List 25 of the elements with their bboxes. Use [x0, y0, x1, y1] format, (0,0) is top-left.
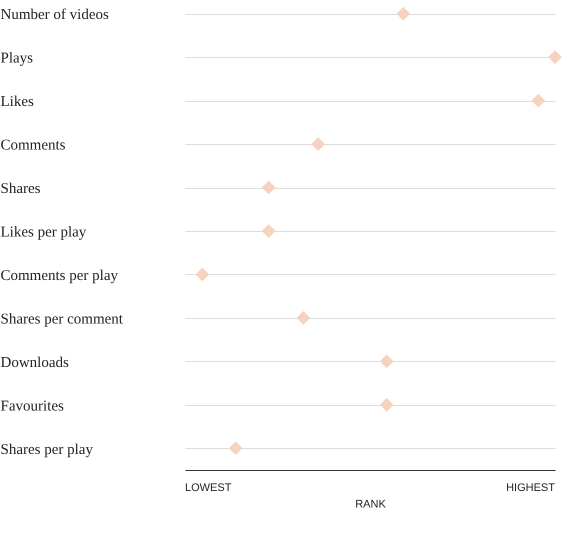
- y-tick-label: Favourites: [0, 398, 64, 414]
- point: [296, 311, 310, 325]
- y-tick-label: Likes: [0, 94, 34, 110]
- text: LOWEST: [185, 482, 232, 494]
- y-tick-label: Shares: [0, 181, 41, 198]
- y-tick-label: Number of videos: [0, 7, 109, 24]
- point: [311, 137, 326, 151]
- y-tick-label: Likes per play: [0, 224, 87, 240]
- point: [262, 224, 276, 238]
- point: [262, 180, 276, 194]
- point: [228, 441, 243, 456]
- text: HIGHEST: [506, 482, 556, 494]
- point: [380, 354, 394, 368]
- point: [380, 398, 394, 412]
- y-tick-label: Plays: [0, 50, 34, 67]
- point: [531, 94, 546, 108]
- point: [396, 6, 410, 21]
- y-tick-label: Shares per comment: [0, 311, 124, 328]
- y-tick-label: Comments per play: [0, 268, 118, 284]
- y-tick-label: Shares per play: [0, 442, 94, 458]
- y-tick-label: Downloads: [0, 354, 69, 371]
- point: [196, 268, 210, 282]
- y-tick-label: Comments: [0, 138, 66, 154]
- x-axis-title: RANK: [355, 498, 386, 510]
- point: [548, 50, 562, 64]
